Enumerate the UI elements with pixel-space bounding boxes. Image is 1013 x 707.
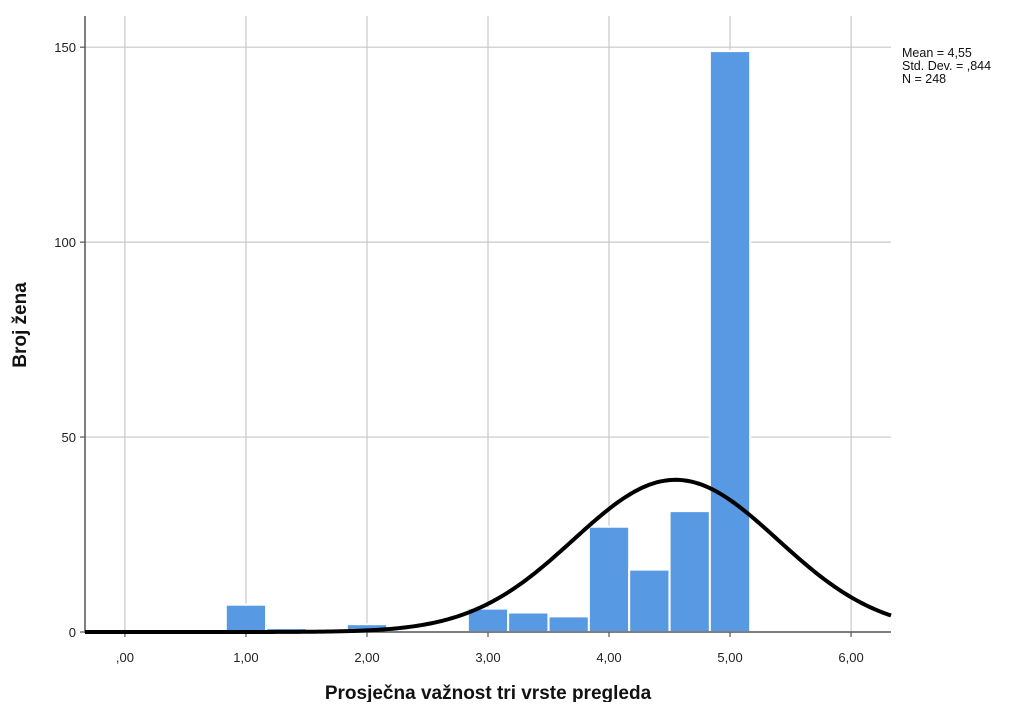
stats-line: N = 248 (902, 72, 946, 86)
x-tick-label: 1,00 (233, 650, 258, 665)
axes (80, 16, 891, 637)
y-tick-label: 50 (62, 430, 76, 445)
y-axis-title: Broj žena (10, 282, 31, 368)
x-axis-title: Prosječna važnost tri vrste pregleda (325, 683, 652, 702)
x-tick-label: 3,00 (475, 650, 500, 665)
histogram-bar (547, 615, 590, 634)
stats-line: Std. Dev. = ,844 (902, 59, 991, 73)
x-tick-label: 2,00 (354, 650, 379, 665)
histogram-bars (224, 50, 752, 634)
stats-line: Mean = 4,55 (902, 46, 972, 60)
grid-lines (85, 16, 891, 632)
histogram-bar (587, 525, 631, 634)
histogram-bar (708, 50, 752, 633)
x-tick-label: 4,00 (596, 650, 621, 665)
histogram-bar (628, 568, 671, 633)
normal-curve-line (85, 477, 892, 634)
histogram-bar (668, 510, 711, 634)
y-tick-label: 0 (69, 625, 76, 640)
x-tick-label: 5,00 (717, 650, 742, 665)
histogram-bar (507, 611, 550, 634)
tick-labels: ,00 1,00 2,00 3,00 4,00 5,00 6,00 0 50 100 150 (54, 40, 863, 665)
x-tick-label: ,00 (116, 650, 134, 665)
y-tick-label: 100 (54, 235, 76, 250)
y-tick-label: 150 (54, 40, 76, 55)
histogram-bar (224, 603, 268, 634)
normal-curve (85, 477, 892, 634)
x-tick-label: 6,00 (838, 650, 863, 665)
